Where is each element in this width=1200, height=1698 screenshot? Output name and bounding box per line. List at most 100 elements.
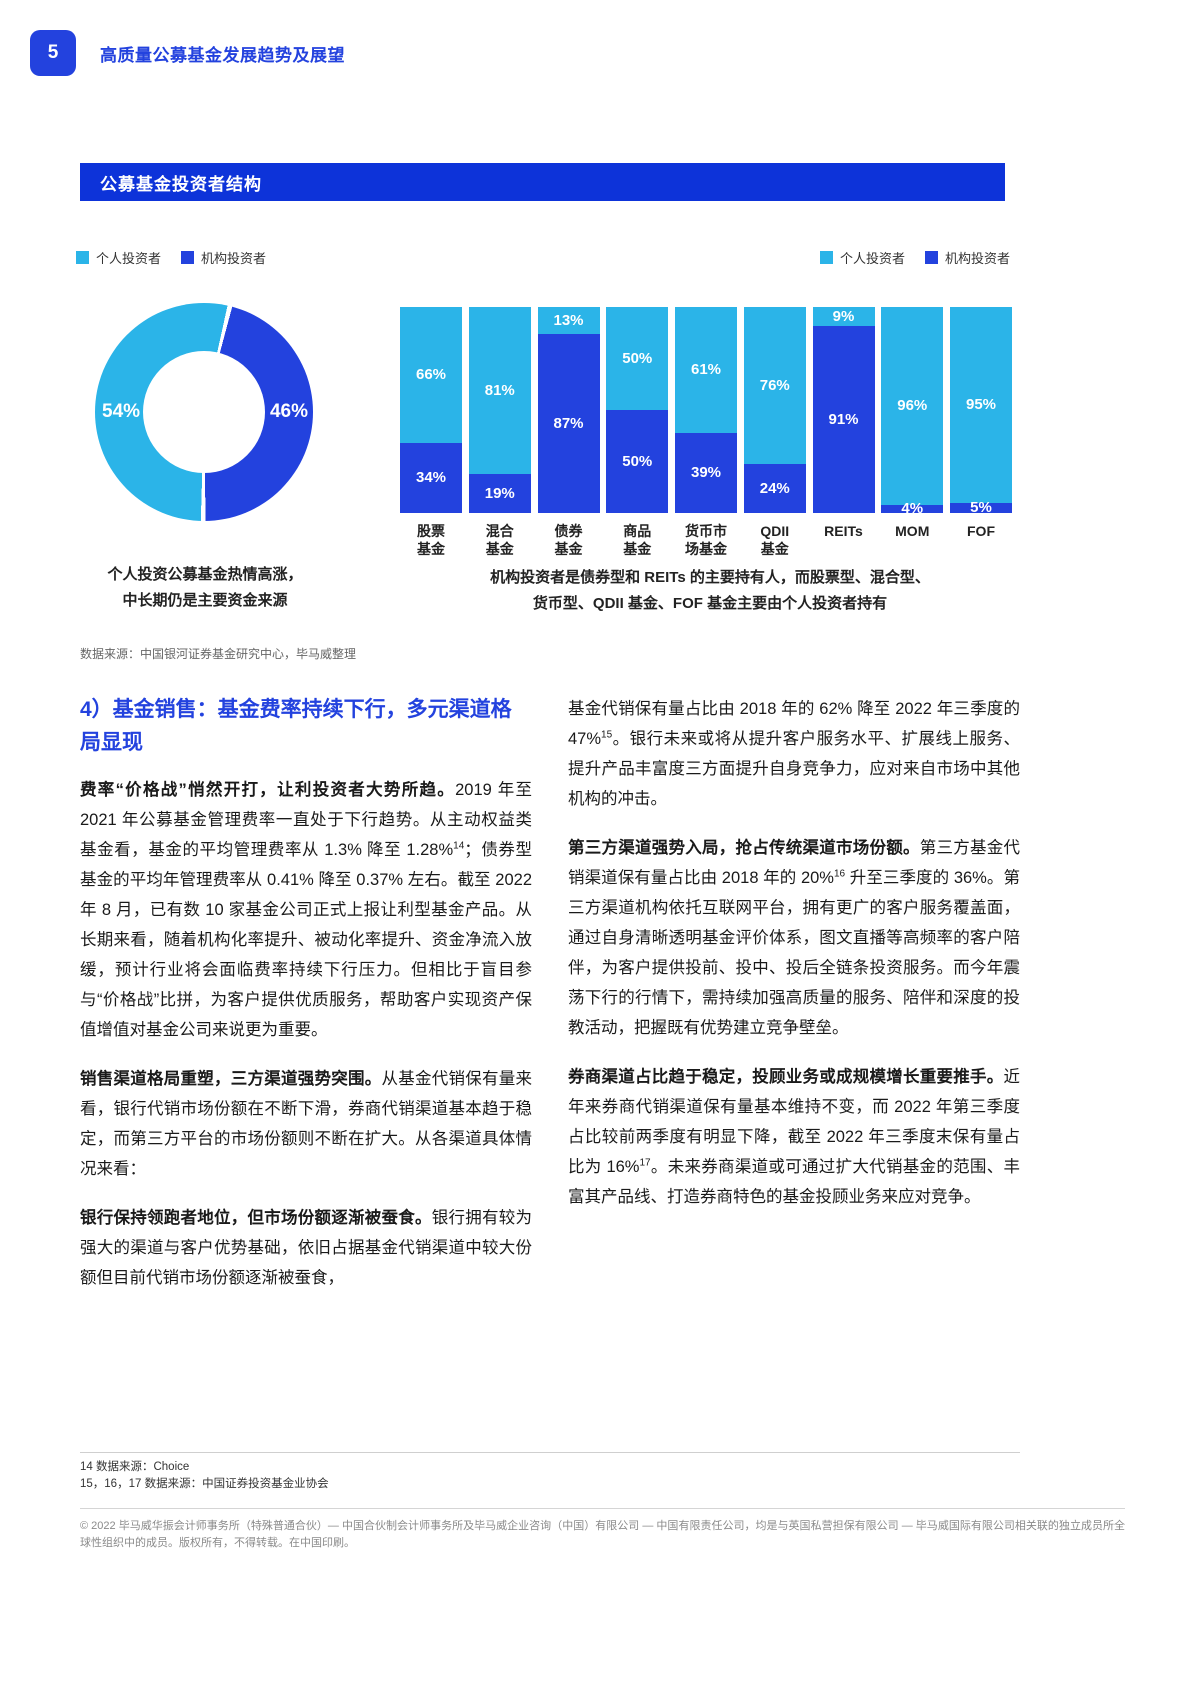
- bar-chart: 66% 34% 股票 基金 81% 19% 混合 基金 13% 87% 债券 基金 50% 50% 商…: [400, 307, 1012, 577]
- bar-stack: 96% 4%: [881, 307, 944, 516]
- bar-segment-individual: 61%: [675, 307, 737, 433]
- bar-column: 66% 34% 股票 基金: [400, 307, 462, 577]
- section-header-bar: 公募基金投资者结构: [80, 163, 1005, 201]
- bar-segment-institutional: 39%: [675, 432, 737, 513]
- bar-value-label: 76%: [759, 376, 790, 394]
- bar-column: 76% 24% QDII 基金: [743, 307, 806, 577]
- bar-segment-individual: 95%: [950, 307, 1012, 503]
- bar-segment-individual: 13%: [537, 307, 600, 334]
- bar-segment-individual: 76%: [743, 307, 806, 464]
- legend-label-individual: 个人投资者: [839, 251, 905, 266]
- bar-value-label: 87%: [553, 414, 584, 432]
- bar-value-label: 66%: [415, 366, 447, 384]
- body-paragraph: 第三方渠道强势入局，抢占传统渠道市场份额。第三方基金代销渠道保有量占比由 201…: [568, 839, 1020, 1037]
- bar-stack: 76% 24%: [743, 307, 806, 513]
- legend-swatch-institutional: [924, 251, 938, 264]
- bar-chart-caption: 机构投资者是债券型和 REITs 的主要持有人，而股票型、混合型、 货币型、QD…: [490, 569, 930, 613]
- bar-segment-institutional: 4%: [881, 501, 944, 516]
- bar-segment-individual: 96%: [881, 307, 944, 505]
- body-paragraph: 基金代销保有量占比由 2018 年的 62% 降至 2022 年三季度的 47%…: [568, 700, 1020, 808]
- page-footer-copyright: © 2022 毕马威华振会计师事务所（特殊普通合伙）— 中国合伙制会计师事务所及…: [80, 1508, 1125, 1552]
- bar-value-label: 91%: [828, 410, 859, 428]
- donut-chart: 54% 46%: [95, 303, 313, 521]
- bar-segment-institutional: 24%: [743, 463, 806, 513]
- bar-category-label: 股票 基金: [417, 523, 445, 558]
- body-paragraph: 销售渠道格局重塑，三方渠道强势突围。从基金代销保有量来看，银行代销市场份额在不断…: [80, 1070, 532, 1179]
- bar-value-label: 13%: [553, 311, 584, 329]
- bar-stack: 50% 50%: [606, 307, 669, 513]
- bar-category-label: QDII 基金: [760, 523, 790, 558]
- section-title: 公募基金投资者结构: [100, 174, 262, 194]
- donut-value-institutional: 46%: [269, 401, 308, 422]
- legend-label-institutional: 机构投资者: [201, 251, 267, 266]
- body-paragraph: 券商渠道占比趋于稳定，投顾业务或成规模增长重要推手。近年来券商代销渠道保有量基本…: [568, 1068, 1021, 1206]
- body-paragraph: 银行保持领跑者地位，但市场份额逐渐被蚕食。银行拥有较为强大的渠道与客户优势基础，…: [80, 1209, 532, 1288]
- bar-segment-institutional: 50%: [606, 410, 669, 513]
- bar-segment-individual: 81%: [468, 307, 531, 474]
- donut-caption: 个人投资公募基金热情高涨， 中长期仍是主要资金来源: [107, 566, 303, 610]
- bar-value-label: 96%: [897, 397, 928, 415]
- legend-item-individual: 个人投资者: [76, 248, 161, 267]
- bar-value-label: 61%: [690, 361, 722, 379]
- bar-value-label: 81%: [484, 381, 515, 399]
- bar-category-label: FOF: [967, 523, 995, 539]
- bar-category-label: 商品 基金: [623, 523, 652, 558]
- bar-column: 13% 87% 债券 基金: [537, 307, 600, 577]
- bar-value-label: 50%: [622, 350, 653, 367]
- legend-label-institutional: 机构投资者: [944, 251, 1010, 266]
- legend-item-institutional: 机构投资者: [924, 248, 1010, 267]
- bar-value-label: 4%: [901, 500, 924, 518]
- bar-segment-institutional: 19%: [468, 473, 531, 513]
- bar-value-label: 19%: [484, 484, 515, 502]
- footnote-15-16-17: 15，16，17 数据来源：中国证券投资基金业协会: [80, 1478, 329, 1491]
- bar-segment-institutional: 87%: [537, 333, 600, 513]
- bar-stack: 9% 91%: [812, 307, 875, 513]
- document-title: 高质量公募基金发展趋势及展望: [100, 45, 345, 65]
- right-paragraphs: 基金代销保有量占比由 2018 年的 62% 降至 2022 年三季度的 47%…: [568, 694, 1020, 1212]
- bar-category-label: 货币市 场基金: [685, 523, 727, 558]
- legend-left: 个人投资者 机构投资者: [76, 248, 266, 267]
- body-columns: 4）基金销售：基金费率持续下行，多元渠道格局显现 费率“价格战”悄然开打，让利投…: [80, 694, 1020, 1312]
- bar-stack: 95% 5%: [950, 307, 1012, 517]
- bar-column: 81% 19% 混合 基金: [468, 307, 531, 577]
- right-column: 基金代销保有量占比由 2018 年的 62% 降至 2022 年三季度的 47%…: [568, 694, 1020, 1312]
- bar-category-label: MOM: [895, 523, 930, 539]
- bar-segment-individual: 9%: [812, 307, 875, 326]
- body-paragraph: 费率“价格战”悄然开打，让利投资者大势所趋。2019 年至 2021 年公募基金…: [80, 781, 533, 1040]
- legend-swatch-individual: [76, 251, 89, 264]
- page-header: 5 高质量公募基金发展趋势及展望: [30, 30, 345, 76]
- bar-value-label: 24%: [759, 479, 790, 497]
- footnote-14: 14 数据来源：Choice: [80, 1461, 190, 1473]
- bar-value-label: 5%: [970, 499, 992, 517]
- section-heading: 4）基金销售：基金费率持续下行，多元渠道格局显现: [80, 698, 512, 754]
- bar-column: 9% 91% REITs: [812, 307, 875, 577]
- bar-segment-institutional: 5%: [950, 499, 1012, 517]
- bar-segment-institutional: 34%: [400, 442, 462, 513]
- legend-item-institutional: 机构投资者: [181, 248, 266, 267]
- bar-stack: 61% 39%: [675, 307, 737, 513]
- bar-stack: 66% 34%: [400, 307, 462, 513]
- bar-value-label: 95%: [965, 396, 997, 414]
- left-column: 4）基金销售：基金费率持续下行，多元渠道格局显现 费率“价格战”悄然开打，让利投…: [80, 694, 532, 1312]
- bar-column: 50% 50% 商品 基金: [606, 307, 669, 577]
- bar-value-label: 50%: [622, 453, 653, 470]
- bar-category-label: 债券 基金: [554, 523, 583, 558]
- bar-segment-individual: 50%: [606, 307, 669, 410]
- bar-segment-institutional: 91%: [812, 325, 875, 513]
- donut-hole: [143, 351, 265, 473]
- legend-label-individual: 个人投资者: [96, 251, 162, 266]
- bar-column: 61% 39% 货币市 场基金: [675, 307, 737, 577]
- bar-value-label: 9%: [832, 307, 855, 325]
- left-paragraphs: 费率“价格战”悄然开打，让利投资者大势所趋。2019 年至 2021 年公募基金…: [80, 775, 532, 1293]
- legend-item-individual: 个人投资者: [819, 248, 905, 267]
- donut-value-individual: 54%: [102, 401, 141, 422]
- footnotes: 14 数据来源：Choice 15，16，17 数据来源：中国证券投资基金业协会: [80, 1452, 1020, 1494]
- bar-value-label: 34%: [415, 469, 447, 487]
- data-source-note: 数据来源：中国银河证券基金研究中心，毕马威整理: [80, 647, 357, 661]
- bar-stack: 81% 19%: [468, 307, 531, 513]
- bar-value-label: 39%: [690, 464, 722, 482]
- bar-column: 96% 4% MOM: [881, 307, 944, 577]
- bar-category-label: 混合 基金: [485, 523, 514, 558]
- legend-swatch-individual: [819, 251, 833, 264]
